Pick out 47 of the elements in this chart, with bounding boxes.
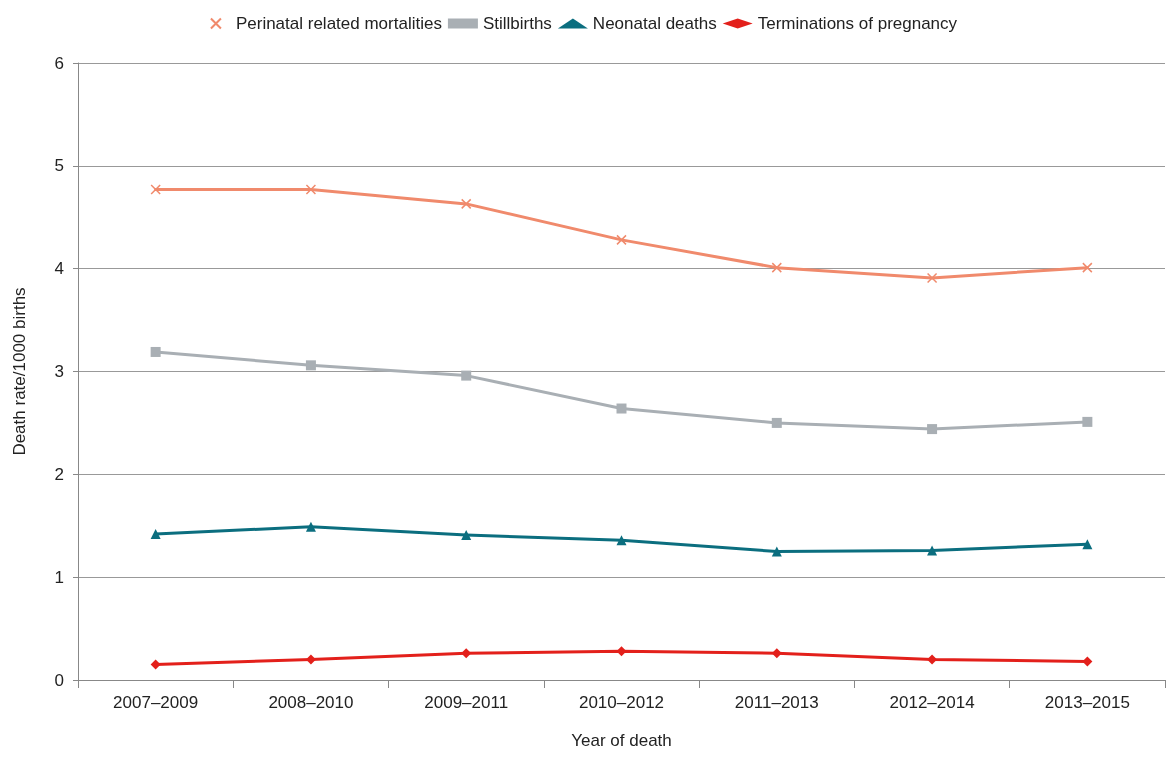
point bbox=[926, 272, 938, 284]
point bbox=[1082, 262, 1093, 273]
y-tick-label: 0 bbox=[54, 670, 64, 690]
point bbox=[150, 659, 161, 670]
point bbox=[771, 546, 782, 557]
y-tick-label: 1 bbox=[54, 567, 64, 587]
point bbox=[305, 521, 316, 532]
x-tick-label: 2011–2013 bbox=[734, 693, 819, 712]
point bbox=[150, 346, 161, 357]
legend-label: Stillbirths bbox=[482, 14, 552, 33]
legend-label: Neonatal deaths bbox=[592, 14, 717, 33]
y-axis-title: Death rate/1000 births bbox=[10, 287, 29, 456]
point bbox=[771, 648, 782, 659]
x-tick-label: 2010–2012 bbox=[578, 693, 665, 712]
point bbox=[1082, 416, 1093, 427]
y-tick-label: 3 bbox=[54, 362, 64, 381]
point bbox=[150, 184, 161, 195]
point bbox=[1082, 539, 1093, 550]
legend-label: Perinatal related mortalities bbox=[235, 14, 442, 33]
point bbox=[150, 528, 161, 539]
point bbox=[771, 417, 782, 428]
point bbox=[771, 262, 783, 273]
x-tick-label: 2009–2011 bbox=[424, 693, 509, 712]
y-tick-label: 4 bbox=[54, 259, 64, 279]
point bbox=[461, 370, 472, 381]
x-tick-label: 2013–2015 bbox=[1044, 693, 1130, 712]
point bbox=[927, 654, 938, 665]
point bbox=[616, 403, 627, 414]
point bbox=[616, 646, 627, 657]
point bbox=[927, 545, 938, 556]
point bbox=[616, 535, 627, 546]
point bbox=[305, 360, 316, 371]
y-tick-label: 5 bbox=[54, 156, 64, 176]
point bbox=[927, 424, 938, 435]
legend-label: Terminations of pregnancy bbox=[757, 14, 958, 33]
x-tick-label: 2007–2009 bbox=[113, 693, 199, 712]
y-tick-label: 6 bbox=[54, 53, 64, 73]
x-axis-title: Year of death bbox=[571, 731, 672, 750]
x-tick-label: 2012–2014 bbox=[889, 693, 975, 712]
point bbox=[305, 184, 317, 195]
point bbox=[616, 234, 627, 246]
point bbox=[460, 198, 472, 210]
x-tick-label: 2008–2010 bbox=[268, 693, 354, 712]
y-tick-label: 2 bbox=[54, 464, 64, 484]
point bbox=[461, 648, 472, 659]
point bbox=[461, 530, 472, 541]
point bbox=[1082, 656, 1093, 667]
